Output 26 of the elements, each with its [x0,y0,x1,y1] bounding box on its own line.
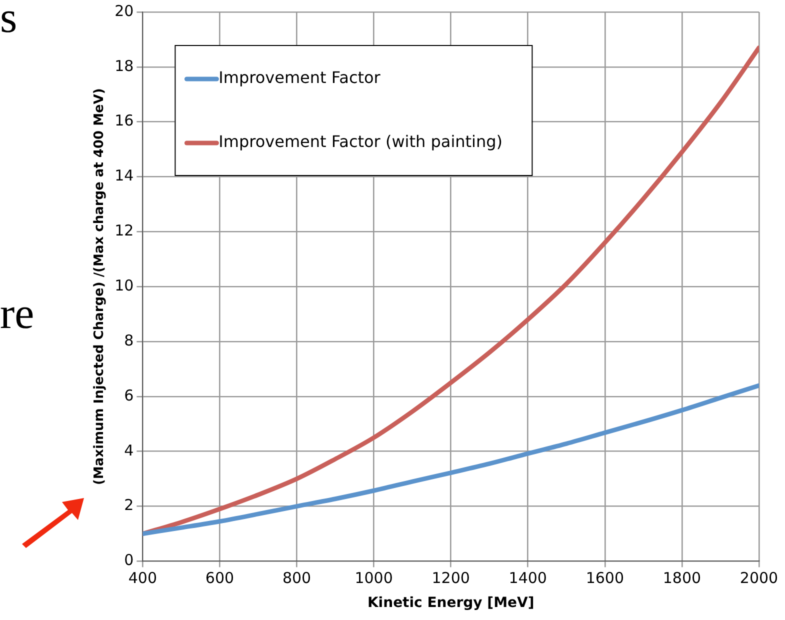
y-tick-label: 12 [114,222,134,240]
x-tick-label: 1400 [508,569,547,588]
y-tick-label: 10 [114,276,134,294]
y-tick-label: 2 [124,496,134,514]
y-tick-label: 6 [124,386,134,404]
y-tick-label: 18 [114,56,134,75]
y-tick-label: 16 [114,112,134,130]
x-axis-title: Kinetic Energy [MeV] [367,595,534,612]
x-tick-label: 1800 [662,569,702,588]
x-tick-label: 1200 [432,569,470,588]
legend-label: Improvement Factor [218,68,381,88]
x-tick-label: 600 [205,569,234,588]
x-tick-label: 800 [282,569,312,588]
x-tick-label: 400 [128,569,158,588]
x-tick-label: 2000 [740,569,778,588]
y-tick-label: 14 [114,166,134,185]
x-tick-label: 1600 [586,569,624,588]
text: s [0,0,18,42]
y-tick-label: 0 [124,551,134,570]
x-tick-label: 1000 [354,569,393,588]
y-tick-label: 20 [114,2,134,20]
y-tick-label: 8 [124,331,134,350]
y-axis-title: (Maximum Injected Charge) /(Max charge at 400 MeV) [92,88,108,486]
y-tick-label: 4 [124,441,134,460]
text: re [0,289,34,338]
legend-label: Improvement Factor (with painting) [218,132,503,152]
